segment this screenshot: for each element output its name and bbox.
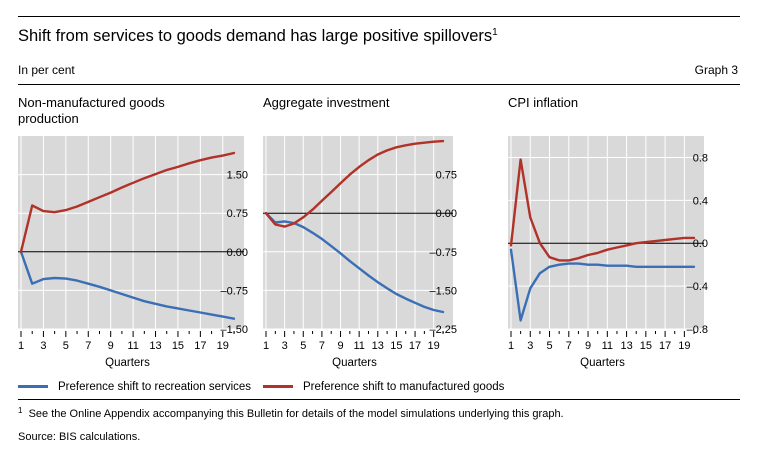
source-note: Source: BIS calculations.: [18, 431, 141, 443]
legend-item-blue: Preference shift to recreation services: [18, 381, 251, 393]
x-tick-label: 11: [353, 340, 364, 352]
x-axis-label: Quarters: [105, 357, 150, 369]
x-tick-label: 5: [300, 340, 306, 352]
x-tick-label: 17: [659, 340, 671, 352]
top-rule: [18, 16, 740, 17]
y-tick-label: 0.00: [436, 208, 457, 220]
x-tick-label: 17: [194, 340, 206, 352]
x-tick-label: 3: [527, 340, 533, 352]
x-tick-label: 17: [409, 340, 421, 352]
x-tick-label: 5: [546, 340, 552, 352]
y-tick-label: –1.50: [220, 324, 248, 336]
plot-background: [263, 136, 453, 329]
x-tick-label: 3: [40, 340, 46, 352]
legend-rule: [18, 399, 740, 400]
series-line-manufactured-goods: [264, 139, 445, 228]
x-tick-label: 19: [678, 340, 690, 352]
x-tick-label: 13: [372, 340, 384, 352]
x-axis-label: Quarters: [580, 357, 625, 369]
x-tick-label: 3: [282, 340, 288, 352]
series-line-recreation-services: [19, 250, 236, 320]
y-tick-label: 0.0: [693, 238, 708, 250]
y-tick-label: 0.75: [227, 208, 248, 220]
series-line-manufactured-goods: [509, 158, 696, 262]
panel-1-title: Non-manufactured goods production: [18, 95, 165, 126]
footnote-mark: 1: [18, 406, 23, 415]
x-tick-label: 13: [620, 340, 632, 352]
footnote-text: See the Online Appendix accompanying thi…: [28, 408, 564, 420]
x-tick-label: 7: [566, 340, 572, 352]
y-tick-label: 0.8: [693, 152, 708, 164]
y-tick-label: 0.75: [436, 170, 457, 182]
y-tick-label: –1.50: [429, 285, 457, 297]
y-tick-label: 1.50: [227, 170, 248, 182]
x-tick-label: 19: [217, 340, 229, 352]
unit-label: In per cent: [18, 63, 75, 77]
graph-title: Shift from services to goods demand has …: [18, 27, 498, 46]
y-tick-label: –0.75: [220, 285, 248, 297]
y-tick-label: 0.00: [227, 247, 248, 259]
x-tick-label: 15: [390, 340, 402, 352]
x-tick-label: 9: [108, 340, 114, 352]
x-tick-label: 15: [640, 340, 652, 352]
x-tick-label: 5: [63, 340, 69, 352]
legend-item-red: Preference shift to manufactured goods: [263, 381, 504, 393]
x-tick-label: 1: [508, 340, 514, 352]
x-tick-label: 11: [127, 340, 138, 352]
x-tick-label: 7: [319, 340, 325, 352]
series-line-manufactured-goods: [19, 151, 236, 254]
legend-swatch-blue: [18, 385, 48, 389]
series-line-recreation-services: [509, 248, 696, 322]
y-tick-label: –0.75: [429, 247, 457, 259]
x-tick-label: 1: [18, 340, 24, 352]
panel-3-title: CPI inflation: [508, 95, 579, 110]
header-rule: [18, 84, 740, 85]
y-tick-label: 0.4: [693, 195, 708, 207]
legend-swatch-red: [263, 385, 293, 389]
x-tick-label: 11: [602, 340, 613, 352]
plot-background: [508, 136, 704, 329]
legend-label-blue: Preference shift to recreation services: [58, 381, 252, 393]
chart-panel-2: 0.750.00–0.75–1.50–2.251 3 5 7 9 11 13 15 17 19Qu…: [263, 136, 457, 369]
x-tick-label: 9: [337, 340, 343, 352]
y-tick-label: –2.25: [429, 324, 457, 336]
x-tick-label: 9: [585, 340, 591, 352]
x-tick-label: 13: [149, 340, 161, 352]
y-tick-label: –0.4: [687, 281, 708, 293]
chart-panel-1: 1.500.750.00–0.75–1.501 3 5 7 9 11 13 15 17 19Qua…: [18, 136, 248, 369]
x-tick-label: 19: [428, 340, 440, 352]
graph-number: Graph 3: [694, 63, 738, 77]
graph-title-text: Shift from services to goods demand has …: [18, 27, 493, 45]
plot-background: [18, 136, 244, 329]
panel-2-title: Aggregate investment: [263, 95, 390, 110]
x-tick-label: 1: [263, 340, 269, 352]
x-tick-label: 15: [172, 340, 184, 352]
y-tick-label: –0.8: [687, 324, 708, 336]
footnote: 1 See the Online Appendix accompanying t…: [18, 406, 564, 420]
legend-label-red: Preference shift to manufactured goods: [303, 381, 505, 393]
x-tick-label: 7: [85, 340, 91, 352]
title-footnote-mark: 1: [492, 27, 498, 38]
x-axis-label: Quarters: [332, 357, 377, 369]
